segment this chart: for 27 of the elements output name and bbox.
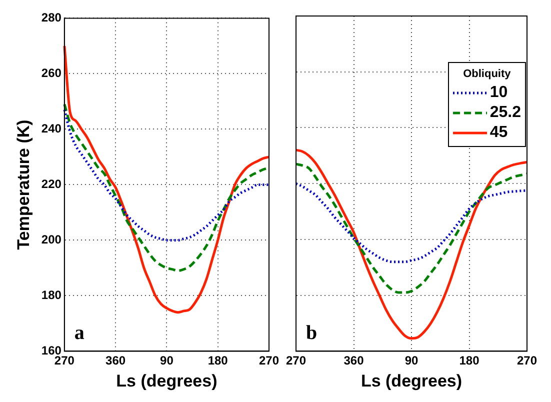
y-axis-title: Temperature (K) [14, 120, 33, 250]
annotation: b [306, 322, 318, 344]
x-axis-title: Ls (degrees) [360, 371, 462, 390]
y-tick-label: 280 [41, 10, 62, 25]
x-axis-title: Ls (degrees) [116, 371, 218, 390]
x-tick-label: 270 [286, 354, 306, 368]
legend-title: Obliquity [462, 67, 512, 82]
x-tick-label: 180 [208, 354, 228, 368]
x-tick-label: 270 [54, 354, 75, 368]
line-series [63, 44, 270, 314]
y-tick-label: 180 [41, 288, 62, 302]
x-tick-label: 90 [160, 354, 174, 368]
legend-label: 25.2 [490, 103, 521, 123]
x-tick-label: 270 [516, 354, 538, 368]
line-series [63, 108, 270, 242]
legend-label: 45 [490, 123, 508, 143]
annotation: a [74, 322, 84, 344]
x-tick-label: 270 [258, 354, 280, 368]
x-tick-label: 360 [106, 354, 126, 368]
legend-label: 10 [490, 83, 508, 103]
y-tick-label: 220 [41, 177, 62, 192]
x-tick-label: 180 [459, 354, 480, 368]
x-tick-label: 360 [344, 354, 364, 368]
y-tick-label: 260 [41, 66, 62, 80]
y-tick-label: 240 [41, 122, 62, 136]
y-tick-label: 200 [41, 232, 62, 247]
x-tick-label: 90 [404, 354, 418, 368]
